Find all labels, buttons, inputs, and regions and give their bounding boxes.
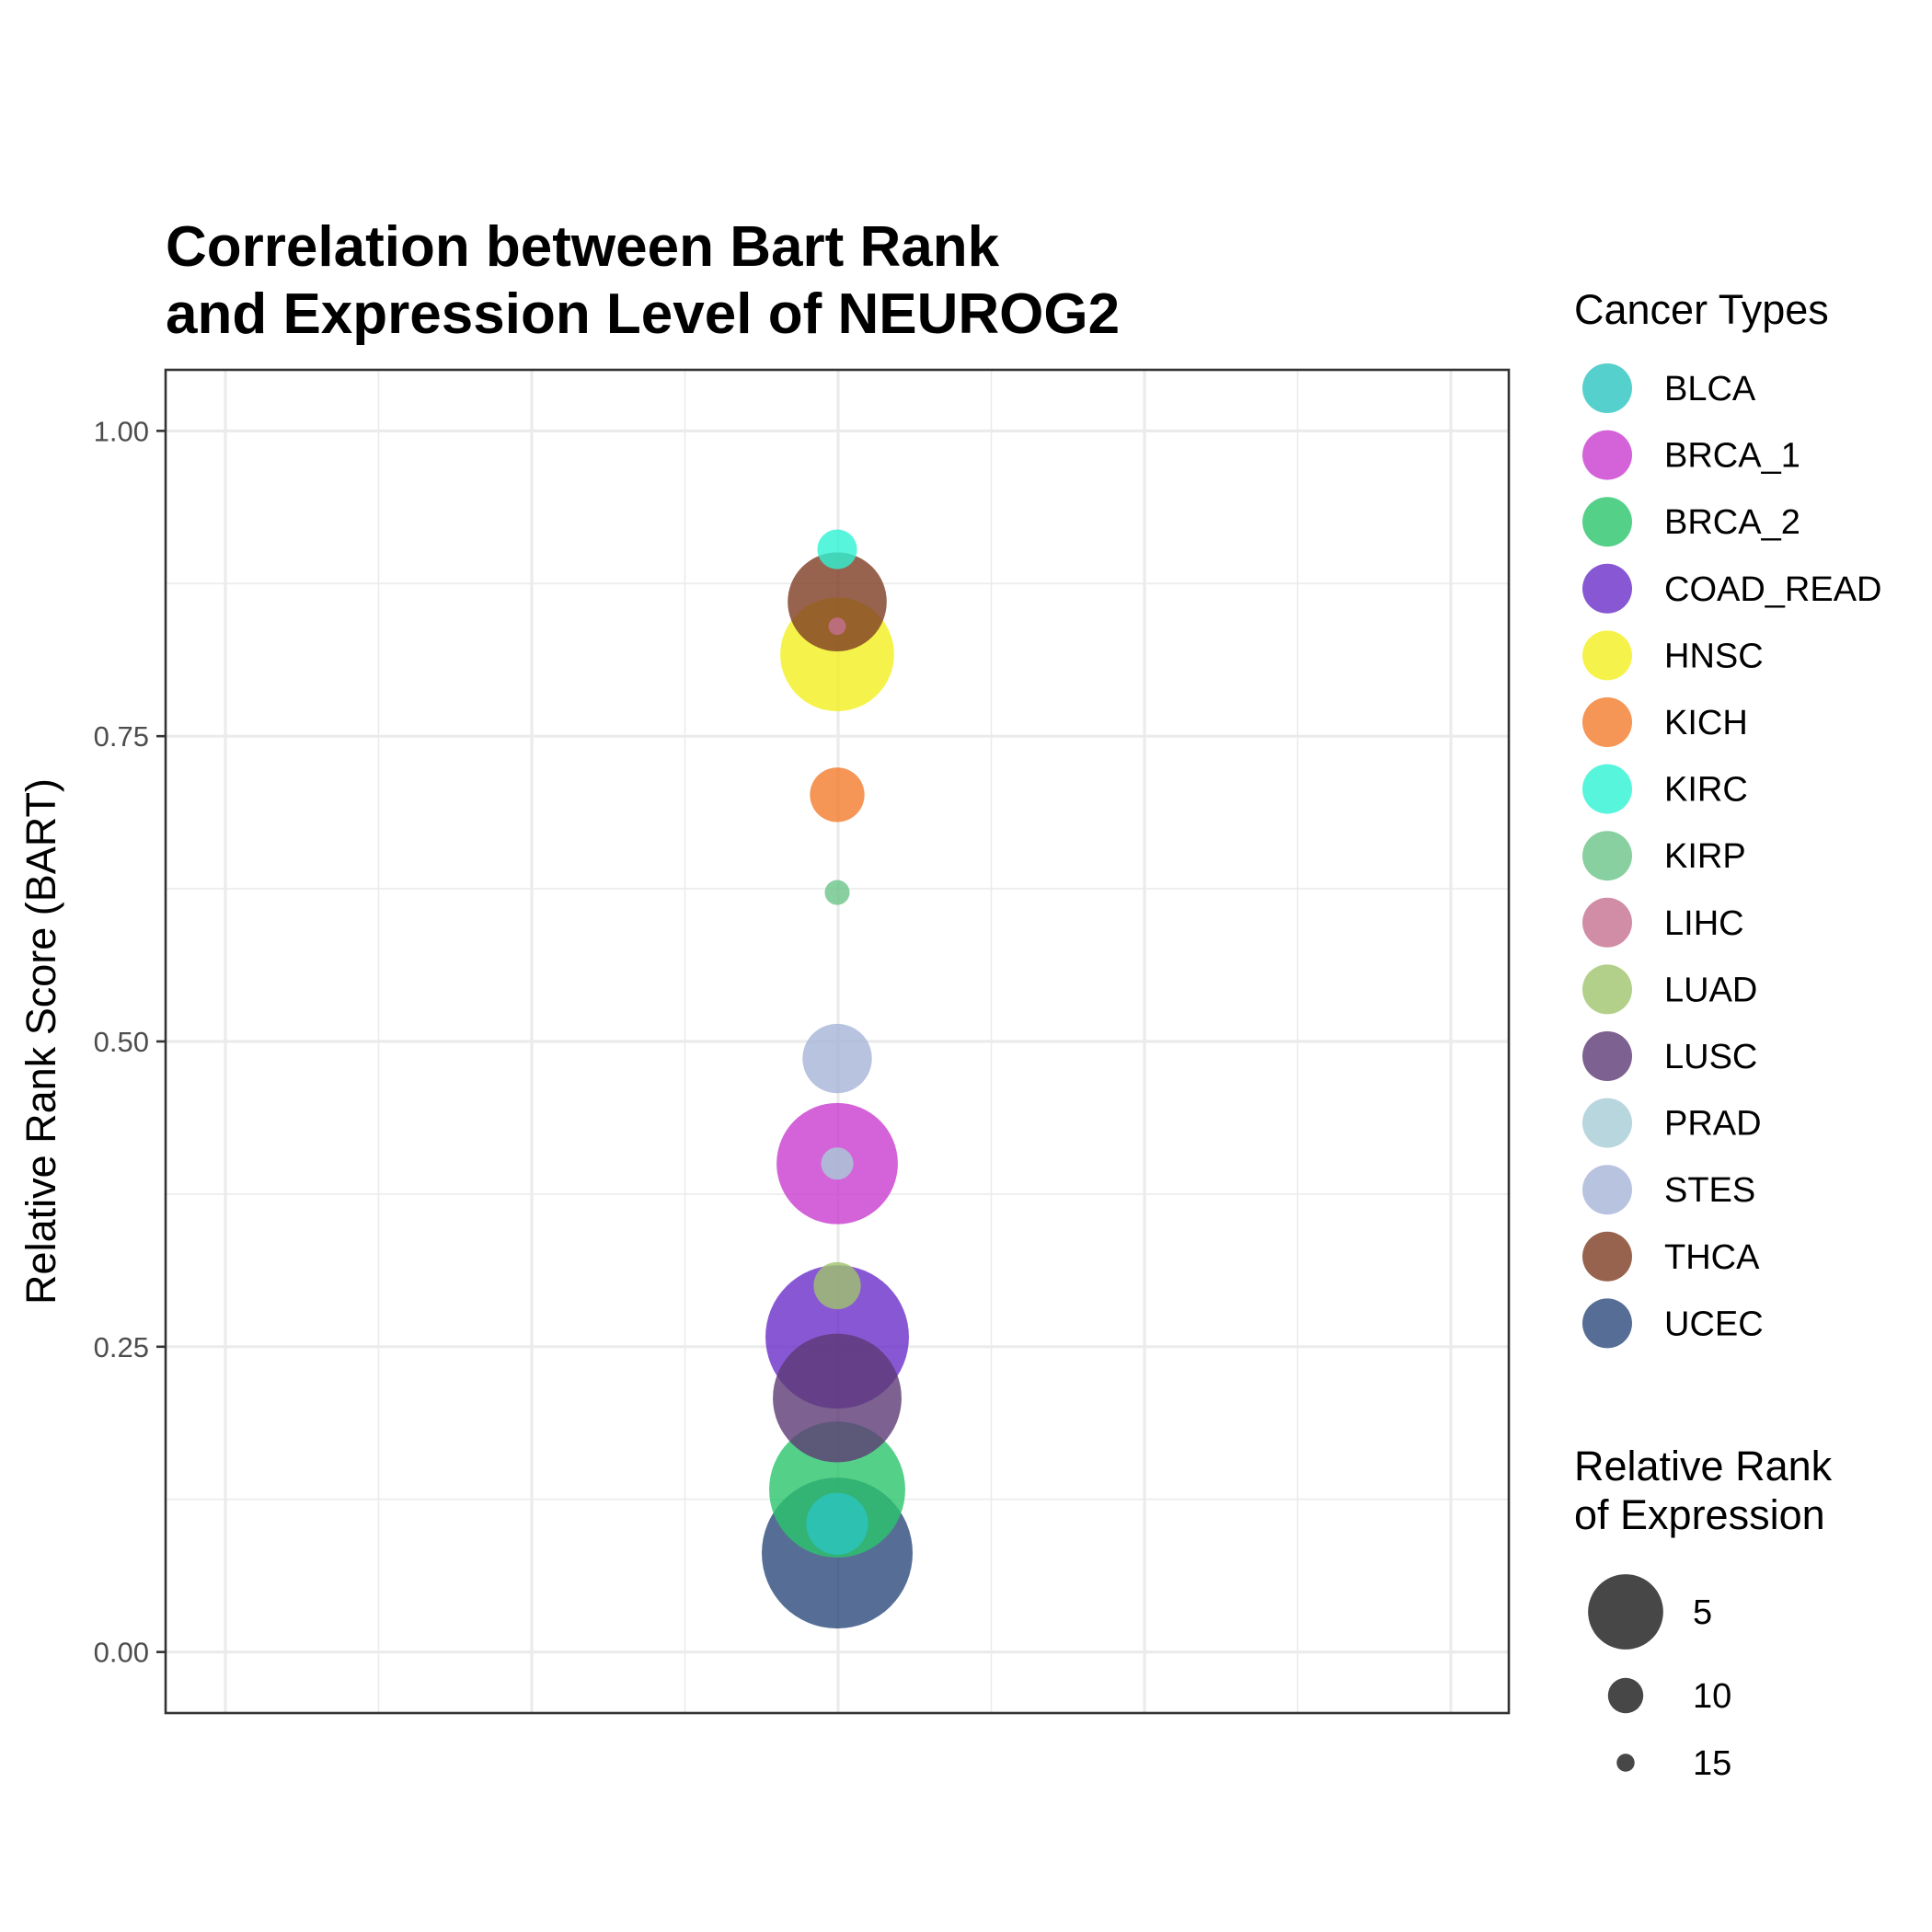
size-legend-title-line-2: of Expression: [1574, 1491, 1825, 1538]
point-kirc: [817, 529, 857, 569]
point-kirp: [824, 880, 850, 905]
legend-key-blca: [1582, 363, 1632, 413]
legend-label: COAD_READ: [1664, 570, 1882, 609]
point-stes: [802, 1023, 872, 1094]
legend-label: BRCA_2: [1664, 503, 1800, 542]
y-tick-label: 0.50: [94, 1026, 149, 1058]
point-brca-2: [769, 1421, 905, 1558]
size-legend: 5 10 15: [1588, 1574, 1731, 1783]
y-tick-label: 0.00: [94, 1637, 149, 1669]
data-points: [762, 529, 913, 1629]
y-tick-label: 0.25: [94, 1331, 149, 1363]
legend-label: LIHC: [1664, 904, 1744, 943]
legend-key-lusc: [1582, 1031, 1632, 1081]
legend-label: UCEC: [1664, 1305, 1764, 1343]
size-legend-key: [1616, 1754, 1635, 1772]
size-legend-key: [1607, 1677, 1644, 1714]
size-legend-title-line-1: Relative Rank: [1574, 1443, 1833, 1489]
point-prad: [821, 1147, 854, 1180]
point-lusc: [773, 1333, 902, 1463]
legend-label: LUSC: [1664, 1038, 1757, 1076]
legend-key-coad-read: [1582, 563, 1632, 614]
legend-label: STES: [1664, 1171, 1755, 1210]
point-thca: [788, 552, 887, 651]
size-legend-label: 5: [1693, 1593, 1712, 1632]
legend-key-hnsc: [1582, 630, 1632, 681]
legend-key-prad: [1582, 1098, 1632, 1148]
y-tick-label: 0.75: [94, 720, 149, 753]
legend-key-thca: [1582, 1231, 1632, 1282]
legend-label: KICH: [1664, 704, 1748, 742]
size-legend-label: 10: [1693, 1677, 1731, 1716]
legend-key-kirp: [1582, 831, 1632, 881]
legend-label: PRAD: [1664, 1105, 1762, 1144]
legend-key-lihc: [1582, 897, 1632, 948]
legend-label: LUAD: [1664, 971, 1757, 1009]
chart-title-line-2: and Expression Level of NEUROG2: [166, 282, 1120, 346]
legend-key-brca-1: [1582, 430, 1632, 480]
point-lihc: [828, 617, 846, 636]
legend-key-luad: [1582, 964, 1632, 1015]
y-axis-title: Relative Rank Score (BART): [17, 778, 64, 1305]
y-tick-label: 1.00: [94, 415, 149, 447]
point-kich: [810, 767, 865, 822]
legend-label: BRCA_1: [1664, 437, 1800, 476]
point-luad: [813, 1261, 861, 1310]
legend-label: KIRC: [1664, 771, 1748, 810]
point-blca: [806, 1492, 868, 1555]
y-axis: 0.00 0.25 0.50 0.75 1.00: [94, 415, 166, 1669]
legend-key-brca-2: [1582, 497, 1632, 547]
legend-key-ucec: [1582, 1298, 1632, 1349]
legend-label: THCA: [1664, 1238, 1760, 1277]
legend-key-kich: [1582, 697, 1632, 747]
size-legend-label: 15: [1693, 1744, 1731, 1783]
legend-key-stes: [1582, 1165, 1632, 1215]
legend-label: HNSC: [1664, 637, 1764, 675]
color-legend-title: Cancer Types: [1574, 286, 1829, 333]
chart-title-line-1: Correlation between Bart Rank: [166, 215, 1000, 279]
size-legend-key: [1588, 1574, 1663, 1650]
legend-label: BLCA: [1664, 370, 1756, 408]
legend-label: KIRP: [1664, 837, 1746, 876]
color-legend: BLCA BRCA_1 BRCA_2 COAD_READ HNSC KICH KIRC KIR…: [1582, 363, 1882, 1349]
legend-key-kirc: [1582, 764, 1632, 814]
